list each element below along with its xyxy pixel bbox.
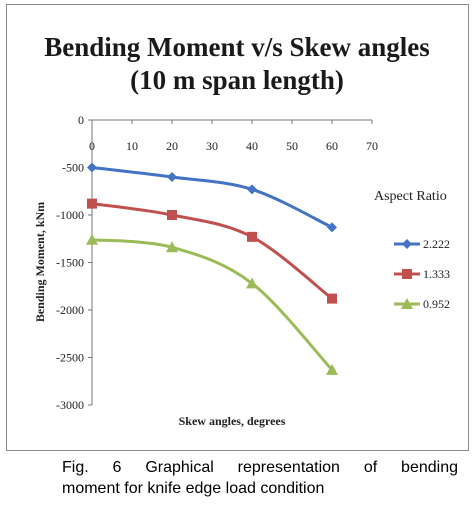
data-point xyxy=(246,277,258,289)
data-point xyxy=(87,198,97,209)
legend-item: 2.222 xyxy=(394,237,450,251)
legend-label: 0.952 xyxy=(423,297,450,311)
y-tick-label: -500 xyxy=(62,161,84,175)
series-3 xyxy=(86,233,338,375)
data-point xyxy=(327,293,337,304)
legend-title: Aspect Ratio xyxy=(374,189,447,204)
chart-title-line-1: Bending Moment v/s Skew angles xyxy=(44,32,430,62)
chart-frame xyxy=(6,4,469,451)
series-line xyxy=(91,238,334,371)
legend-label: 1.333 xyxy=(423,267,450,281)
data-point xyxy=(167,210,177,220)
legend-item: 0.952 xyxy=(394,297,450,311)
data-point xyxy=(327,222,337,233)
data-point xyxy=(166,241,178,253)
x-axis-label: Skew angles, degrees xyxy=(179,414,286,428)
caption-line-2: moment for knife edge load condition xyxy=(62,480,325,497)
data-point xyxy=(247,231,257,242)
figure-caption: Fig. 6 Graphical representation of bendi… xyxy=(62,457,458,499)
series-line xyxy=(91,166,333,229)
legend-marker xyxy=(401,298,413,309)
data-point xyxy=(326,363,338,375)
chart: Bending Moment v/s Skew angles(10 m span… xyxy=(33,32,450,428)
data-point xyxy=(87,162,97,173)
x-tick-label: 40 xyxy=(246,139,258,153)
data-point xyxy=(247,184,257,195)
y-tick-label: -1500 xyxy=(56,256,84,270)
legend-label: 2.222 xyxy=(423,237,450,251)
y-tick-label: -2000 xyxy=(56,303,84,317)
x-tick-label: 10 xyxy=(126,139,138,153)
caption-line-1: Fig. 6 Graphical representation of bendi… xyxy=(62,459,458,476)
y-tick-label: -3000 xyxy=(56,398,84,412)
y-axis-label: Bending Moment, kNm xyxy=(33,202,47,322)
y-tick-label: -1000 xyxy=(56,208,84,222)
series-line xyxy=(91,202,333,300)
y-tick-label: -2500 xyxy=(56,351,84,365)
series-1 xyxy=(87,162,337,233)
series-2 xyxy=(87,198,337,304)
x-tick-label: 70 xyxy=(366,139,378,153)
x-tick-label: 20 xyxy=(166,139,178,153)
legend-marker xyxy=(402,239,412,249)
x-tick-label: 30 xyxy=(206,139,218,153)
x-tick-label: 0 xyxy=(89,139,95,153)
chart-title-line-2: (10 m span length) xyxy=(130,65,344,95)
data-point xyxy=(86,233,98,245)
x-tick-label: 50 xyxy=(286,139,298,153)
legend-marker xyxy=(402,269,412,279)
data-point xyxy=(167,172,177,182)
y-tick-label: 0 xyxy=(78,113,84,127)
x-tick-label: 60 xyxy=(326,139,338,153)
legend-item: 1.333 xyxy=(394,267,450,281)
